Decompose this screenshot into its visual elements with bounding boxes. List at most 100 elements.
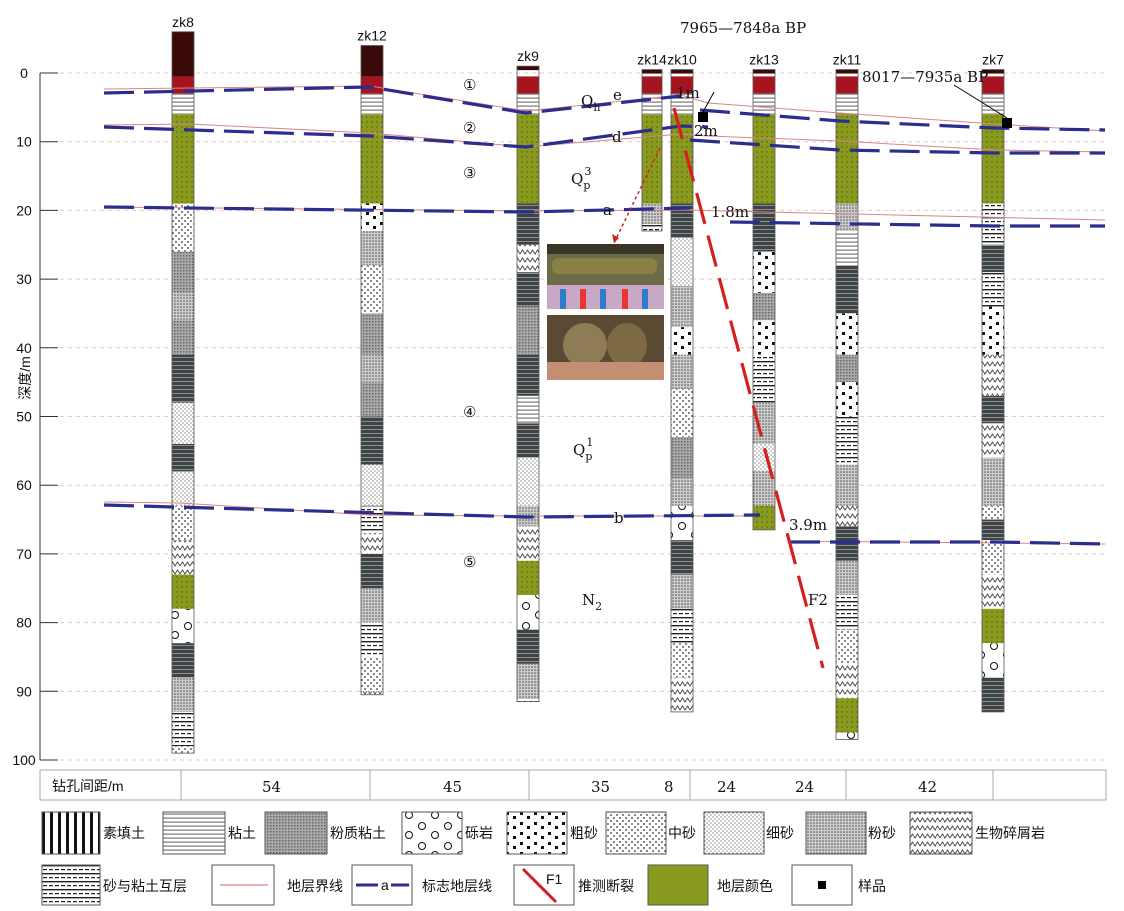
axis-tick-label: 100 <box>12 752 36 768</box>
legend-label: 地层颜色 <box>717 878 773 894</box>
legend-swatch-medium-sand <box>605 811 667 855</box>
stratum-3-number: ③ <box>463 164 476 182</box>
spacing-row: 钻孔间距/m 54 45 35 8 24 24 42 <box>39 769 1107 801</box>
marker-line-e <box>103 85 682 115</box>
photo-pointer-arrowhead <box>612 234 619 243</box>
borehole-column-zk8: zk8 <box>171 14 195 754</box>
legend-swatch-silty-clay <box>264 811 328 855</box>
age-label-n2: N2 <box>582 591 602 613</box>
legend-label: 地层界线 <box>287 878 343 894</box>
legend-swatch-silt-sand <box>805 811 867 855</box>
legend-label: 细砂 <box>766 825 794 841</box>
legend-swatch-bioclastic <box>909 811 973 855</box>
legend-label: 粘土 <box>228 825 256 841</box>
axis-tick-label: 30 <box>16 271 32 287</box>
axis-tick-label: 10 <box>16 134 32 150</box>
borehole-label: zk11 <box>833 52 862 68</box>
legend-label: 样品 <box>858 878 886 894</box>
spacing-value: 45 <box>443 778 462 796</box>
stratum-2-number: ② <box>463 119 476 137</box>
stratum-4-number: ④ <box>463 403 476 421</box>
legend-label: 推测断裂 <box>578 878 634 894</box>
date-label-zk10: 7965—7848a BP <box>680 19 806 37</box>
stratum-5-number: ⑤ <box>463 553 476 571</box>
marker-line-b <box>103 503 761 519</box>
marker-letters: e d a b <box>603 86 624 527</box>
axis-tick-label: 0 <box>20 65 28 81</box>
legend-label: 标志地层线 <box>422 878 492 894</box>
spacing-value: 8 <box>664 778 674 796</box>
axis-tick-label: 50 <box>16 409 32 425</box>
legend: 素填土 粘土 粉质粘土 砾岩 粗砂 中砂 细砂 粉砂 生物碎屑岩 砂与粘土互层 … <box>41 811 1045 906</box>
marker-letter-a: a <box>603 201 612 219</box>
fault-label-f2: F2 <box>808 591 828 609</box>
borehole-columns: zk8 zk12 zk9 zk14 zk10 zk13 zk11 zk7 <box>171 14 1005 754</box>
borehole-column-zk12: zk12 <box>357 28 387 696</box>
axis-tick-label: 90 <box>16 683 32 699</box>
spacing-value: 54 <box>262 778 281 796</box>
borehole-column-zk11: zk11 <box>833 52 862 740</box>
borehole-column-zk9: zk9 <box>516 48 540 703</box>
marker-line-a-east <box>729 220 1105 228</box>
borehole-label: zk12 <box>357 28 387 44</box>
spacing-value: 24 <box>795 778 814 796</box>
borehole-label: zk7 <box>982 52 1004 68</box>
age-labels: Qh Qp3 Qp1 N2 <box>571 92 602 613</box>
marker-letter-d: d <box>612 128 622 146</box>
marker-lines <box>103 85 1106 546</box>
legend-swatch-clay <box>162 811 226 855</box>
axis-tick-label: 80 <box>16 615 32 631</box>
borehole-column-zk7: zk7 <box>981 52 1005 713</box>
legend-marker-sample: a <box>381 877 389 893</box>
spacing-value: 42 <box>918 778 937 796</box>
borehole-label: zk9 <box>517 48 539 64</box>
legend-label: 粗砂 <box>570 825 598 841</box>
marker-line-d <box>103 124 709 149</box>
sample-markers <box>698 84 1012 128</box>
core-photo-top <box>547 244 664 309</box>
borehole-label: zk10 <box>667 52 697 68</box>
spacing-value: 35 <box>591 778 610 796</box>
marker-line-a <box>103 205 691 214</box>
marker-line-e-east <box>699 108 1106 132</box>
legend-swatch-interbed <box>41 864 101 906</box>
legend-label: 中砂 <box>668 825 696 841</box>
age-label-qh: Qh <box>581 92 600 114</box>
date-label-zk7: 8017—7935a BP <box>862 68 988 86</box>
legend-label: 粉砂 <box>868 825 896 841</box>
legend-swatch-fine-sand <box>703 811 765 855</box>
depth-axis-label: 深度/m <box>17 356 33 400</box>
age-label-qp1: Qp1 <box>573 436 593 463</box>
age-label-qp3: Qp3 <box>571 165 591 192</box>
borehole-label: zk8 <box>172 14 194 30</box>
legend-swatch-color <box>647 864 709 906</box>
legend-label: 砂与粘土互层 <box>103 878 187 894</box>
fault-line-f2 <box>672 107 825 669</box>
legend-swatch-fill-soil <box>41 811 101 855</box>
legend-label: 素填土 <box>103 825 145 841</box>
spacing-label: 钻孔间距/m <box>52 778 124 794</box>
borehole-label: zk13 <box>749 52 779 68</box>
legend-label: 粉质粘土 <box>330 825 386 841</box>
marker-line-b-east <box>790 540 1106 546</box>
marker-line-d-east <box>689 138 1105 155</box>
axis-tick-label: 60 <box>16 477 32 493</box>
axis-tick-label: 20 <box>16 202 32 218</box>
spacing-value: 24 <box>717 778 736 796</box>
stratum-1-number: ① <box>463 76 476 94</box>
legend-label: 砾岩 <box>465 825 493 841</box>
depth-axis: 0 10 20 30 40 50 60 70 80 90 100 <box>12 65 58 768</box>
legend-label: 生物碎屑岩 <box>975 825 1045 841</box>
legend-swatch-coarse-sand <box>506 811 568 855</box>
borehole-label: zk14 <box>637 52 667 68</box>
strata-numbers: ① ② ③ ④ ⑤ <box>463 76 476 571</box>
axis-tick-label: 40 <box>16 340 32 356</box>
marker-letter-b: b <box>614 509 624 527</box>
offset-1-8m: 1.8m <box>711 203 749 221</box>
marker-letter-e: e <box>613 86 622 104</box>
borehole-column-zk10: zk10 <box>667 52 697 713</box>
fault-offsets: 1m 2m 1.8m 3.9m <box>676 84 827 534</box>
offset-3-9m: 3.9m <box>789 516 827 534</box>
offset-1m: 1m <box>676 84 700 102</box>
